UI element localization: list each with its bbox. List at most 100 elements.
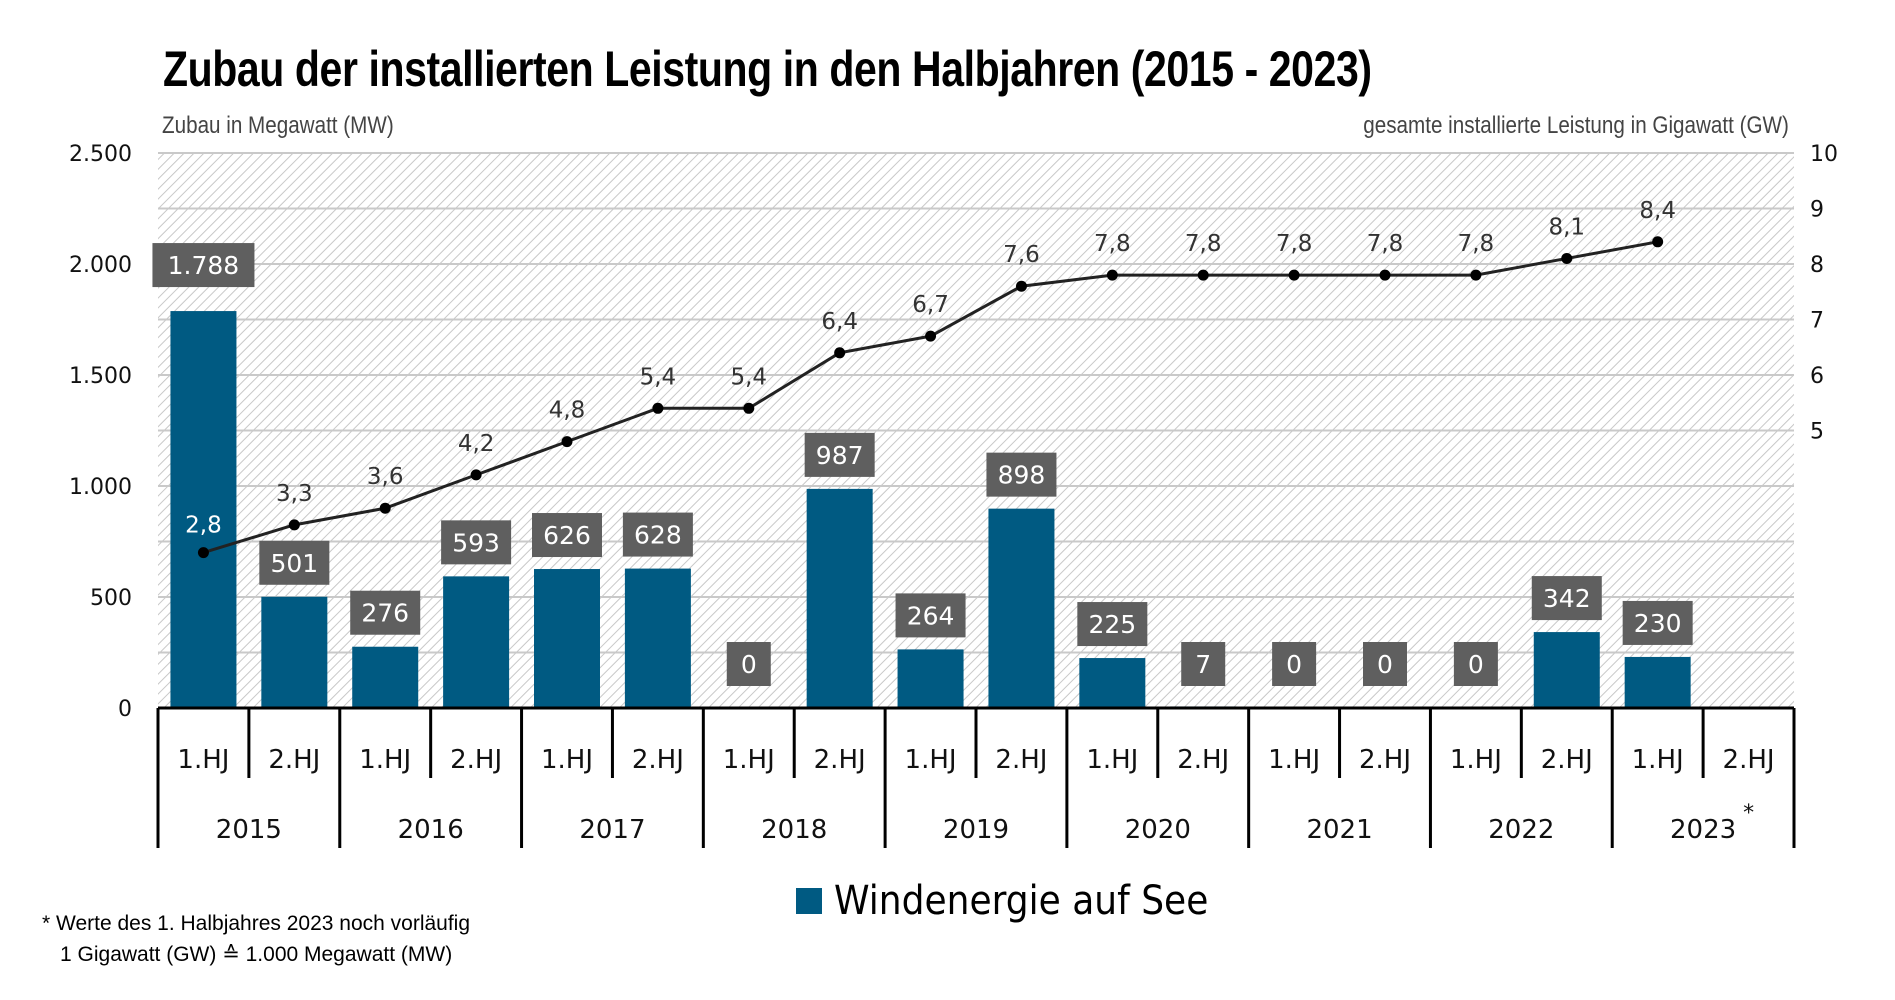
data-label-box <box>1077 602 1148 647</box>
year-label: 2015 <box>216 815 282 845</box>
halfyear-label: 2.HJ <box>268 745 320 775</box>
data-label-text: 628 <box>634 521 682 550</box>
bar-data-label: 0 <box>1363 642 1407 686</box>
halfyear-label: 2.HJ <box>450 745 502 775</box>
data-label-text: 593 <box>452 528 500 557</box>
line-data-label: 3,6 <box>367 464 404 490</box>
bar <box>443 576 510 708</box>
line-data-labels: 2,8 3,3 3,6 4,2 4,8 5,4 5,4 6,4 6,7 7,6 7,8 7,8 7,8 7… <box>185 198 1676 539</box>
data-label-box <box>1531 576 1602 621</box>
data-label-text: 501 <box>270 549 318 578</box>
data-label-text: 0 <box>1468 650 1484 679</box>
line-point <box>1015 280 1027 292</box>
data-label-box <box>1622 600 1693 645</box>
bar <box>897 649 964 708</box>
halfyear-label: 1.HJ <box>723 745 775 775</box>
bar <box>352 646 419 708</box>
line-point <box>652 402 664 414</box>
line-point <box>1197 269 1209 281</box>
line-data-label: 7,6 <box>1003 242 1040 268</box>
right-axis-tick-label: 5 <box>1810 420 1824 445</box>
right-axis-tick-label: 6 <box>1810 364 1824 389</box>
legend-swatch-icon <box>796 888 822 914</box>
halfyear-label: 1.HJ <box>1268 745 1320 775</box>
halfyear-label: 2.HJ <box>1177 745 1229 775</box>
data-label-box <box>1453 642 1498 686</box>
bar-data-labels: 1.788 501 276 593 626 628 0 987 264 898 225 7 0 0 0 342… <box>152 243 1693 686</box>
line-data-label: 2,8 <box>185 513 222 539</box>
gridlines <box>158 152 1794 654</box>
halfyear-label: 1.HJ <box>541 745 593 775</box>
data-label-box <box>532 513 602 558</box>
bar-data-label: 230 <box>1622 600 1693 645</box>
halfyear-label: 1.HJ <box>905 745 957 775</box>
bar-data-label: 264 <box>895 593 966 638</box>
year-label: 2019 <box>943 815 1009 845</box>
data-label-text: 230 <box>1634 609 1682 638</box>
halfyear-label: 2.HJ <box>995 745 1047 775</box>
bar-data-label: 0 <box>1272 642 1317 686</box>
data-label-text: 0 <box>1377 650 1393 679</box>
legend: Windenergie auf See <box>796 878 1250 924</box>
halfyear-label: 2.HJ <box>1723 745 1775 775</box>
data-label-box <box>259 540 330 585</box>
bar-data-label: 1.788 <box>152 243 255 288</box>
line-data-label: 5,4 <box>640 364 677 390</box>
data-label-text: 987 <box>816 441 864 470</box>
bar <box>1079 658 1146 708</box>
halfyear-label: 1.HJ <box>177 745 229 775</box>
line-data-label: 6,4 <box>821 309 858 335</box>
data-label-box <box>622 512 693 557</box>
line-data-label: 8,1 <box>1548 214 1585 240</box>
left-axis-tick-label: 1.500 <box>69 364 132 389</box>
line-point <box>379 502 391 514</box>
bar-data-label: 626 <box>532 513 602 558</box>
bar-data-label: 898 <box>986 452 1057 497</box>
data-label-text: 7 <box>1195 650 1211 679</box>
legend-label: Windenergie auf See <box>834 878 1209 924</box>
bar-data-label: 342 <box>1531 576 1602 621</box>
data-label-text: 264 <box>907 601 955 630</box>
left-axis: 0 500 1.000 1.500 2.000 2.500 <box>69 142 132 722</box>
line-point <box>1379 269 1391 281</box>
line-point <box>561 436 573 448</box>
footnote-unit-conversion: 1 Gigawatt (GW) ≙ 1.000 Megawatt (MW) <box>60 943 453 966</box>
line-data-label: 7,8 <box>1185 231 1222 257</box>
line-point <box>197 547 209 559</box>
left-axis-tick-label: 2.500 <box>69 142 132 167</box>
data-label-text: 342 <box>1543 584 1591 613</box>
year-label: 2016 <box>398 815 464 845</box>
halfyear-label: 1.HJ <box>1086 745 1138 775</box>
data-label-text: 1.788 <box>168 251 240 280</box>
line-data-label: 7,8 <box>1094 231 1131 257</box>
year-footnote-marker: * <box>1743 801 1754 826</box>
data-label-text: 0 <box>741 650 757 679</box>
line-point <box>1106 269 1118 281</box>
line-data-label: 3,3 <box>276 481 313 507</box>
bar <box>624 568 691 708</box>
data-label-box <box>350 590 421 635</box>
left-axis-tick-label: 1.000 <box>69 475 132 500</box>
line-point <box>1561 252 1573 264</box>
data-label-text: 898 <box>998 461 1046 490</box>
line-point <box>470 469 482 481</box>
year-label: 2021 <box>1306 815 1372 845</box>
line-data-label: 7,8 <box>1276 231 1313 257</box>
right-axis-tick-label: 10 <box>1810 142 1838 167</box>
line-data-label: 7,8 <box>1458 231 1495 257</box>
line-point <box>1470 269 1482 281</box>
bar <box>988 508 1055 708</box>
halfyear-label: 2.HJ <box>1359 745 1411 775</box>
year-label: 2023 <box>1670 815 1736 845</box>
line-series <box>197 236 1664 559</box>
year-label: 2022 <box>1488 815 1554 845</box>
line-point <box>1288 269 1300 281</box>
bar <box>806 488 873 708</box>
chart-title: Zubau der installierten Leistung in den … <box>163 41 1372 97</box>
line-point <box>834 347 846 359</box>
right-axis: 5 6 7 8 9 10 <box>1810 142 1838 445</box>
data-label-box <box>804 432 875 477</box>
line-data-label: 8,4 <box>1639 198 1676 224</box>
right-axis-tick-label: 7 <box>1810 309 1824 334</box>
